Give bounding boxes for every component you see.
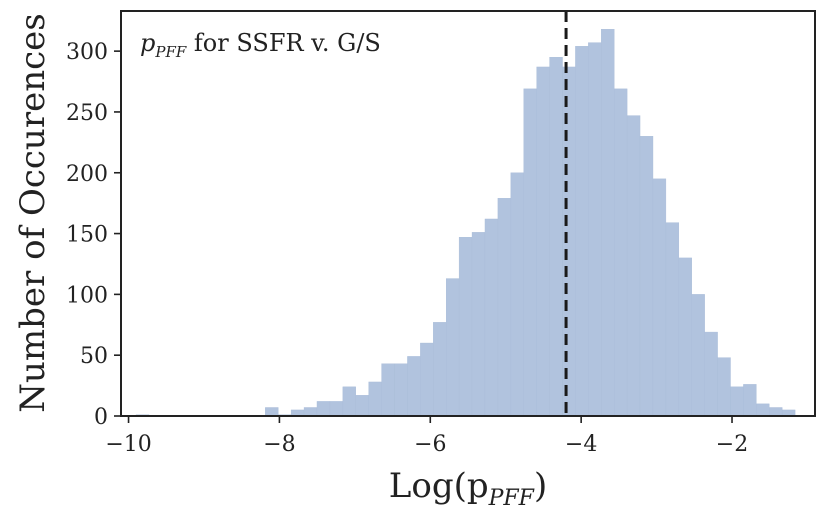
y-tick-label: 100 [66,283,108,308]
histogram-bar [381,363,395,417]
histogram-bar [458,237,473,417]
plot-frame [120,10,816,417]
x-tick-label: −8 [263,432,295,457]
histogram-bar [329,401,344,417]
y-tick-label: 150 [66,223,108,248]
x-axis-title-subscript: PFF [488,486,535,511]
histogram-bar [730,386,744,417]
x-tick-label: −2 [716,432,748,457]
histogram-bar [575,46,589,417]
annotation-label: pPFF for SSFR v. G/S [140,29,381,61]
histogram-bar [446,278,460,417]
y-tick-label: 0 [94,405,108,430]
histogram-bar [691,294,705,417]
histogram-bar [639,136,654,417]
y-axis-title: Number of Occurences [13,13,53,412]
histogram-bar [743,384,757,417]
histogram-bar [717,357,731,417]
histogram-bar [355,395,369,417]
y-axis-ticks: 0 50 100 150 200 250 300 [66,40,121,430]
y-tick-label: 50 [80,344,108,369]
histogram-bar [368,381,382,417]
histogram-bar [420,342,434,417]
x-axis-title: Log(pPFF) [389,466,547,511]
histogram-bar [303,407,318,417]
histogram-bar [484,218,499,417]
histogram-bar [704,331,718,417]
histogram-bar [614,88,628,417]
x-axis-title-prefix: Log(p [389,466,489,506]
histogram-bar [394,363,408,417]
x-tick-label: −6 [414,432,446,457]
annotation-subscript: PFF [154,43,187,61]
histogram-bar [549,57,563,417]
histogram-bar [316,401,331,417]
y-tick-label: 300 [66,40,108,65]
histogram-bar [536,66,550,417]
histogram-bar [433,322,447,417]
x-tick-label: −10 [105,432,151,457]
annotation-var: p [140,29,155,57]
histogram-bar [601,29,615,417]
histogram-bar [407,356,421,417]
histogram-bar [678,257,692,417]
x-axis-title-suffix: ) [534,466,547,506]
histogram-bar [626,115,641,417]
y-tick-label: 250 [66,101,108,126]
histogram-bar [510,172,524,417]
y-tick-label: 200 [66,162,108,187]
histogram-bar [471,232,486,417]
histogram-bar [652,178,667,417]
histogram-bar [342,386,356,417]
histogram-bar [665,222,680,417]
histogram-bar [497,198,512,417]
histogram-bar [265,407,279,417]
x-axis-ticks: −10 −8 −6 −4 −2 [105,416,748,457]
histogram-bar [523,88,537,417]
x-tick-label: −4 [565,432,597,457]
histogram-bar [756,403,770,417]
annotation-text: for SSFR v. G/S [186,29,381,57]
histogram-bar [588,42,602,417]
histogram-bar [562,66,576,417]
histogram-bar [769,407,783,417]
bars-group [135,29,796,417]
